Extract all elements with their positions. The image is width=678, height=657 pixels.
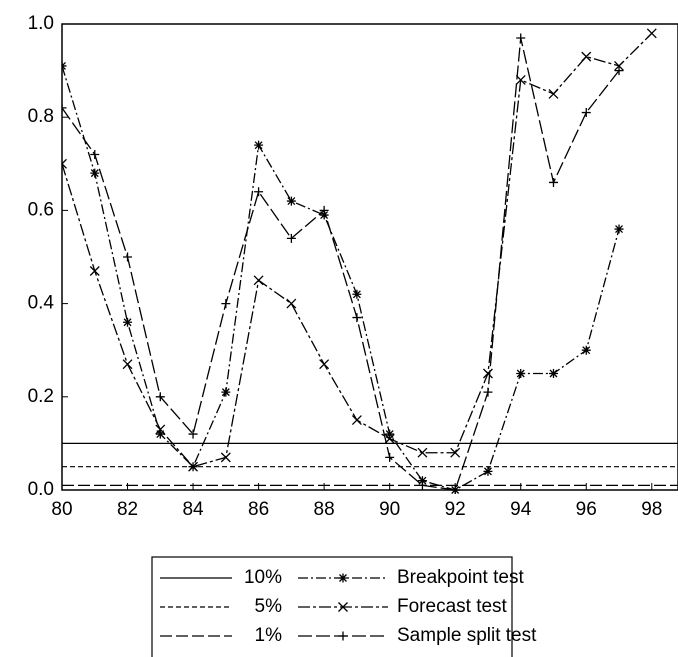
point-marker bbox=[351, 415, 362, 426]
point-marker bbox=[548, 88, 559, 99]
point-marker bbox=[516, 369, 526, 378]
point-marker bbox=[417, 476, 427, 486]
point-marker bbox=[614, 66, 624, 76]
point-marker bbox=[352, 289, 362, 299]
point-marker bbox=[319, 359, 330, 370]
point-marker bbox=[89, 266, 100, 276]
point-marker bbox=[155, 392, 165, 402]
x-tick-label: 92 bbox=[445, 499, 466, 520]
point-marker bbox=[417, 447, 428, 458]
legend-marker bbox=[338, 573, 348, 583]
point-marker bbox=[646, 28, 657, 39]
point-marker bbox=[220, 452, 231, 463]
legend-box bbox=[151, 556, 513, 657]
x-tick-label: 82 bbox=[117, 499, 138, 520]
point-marker bbox=[90, 168, 100, 178]
x-tick-label: 98 bbox=[641, 499, 662, 520]
point-marker bbox=[62, 103, 67, 113]
legend-label: 1% bbox=[255, 625, 283, 646]
point-marker bbox=[286, 298, 297, 309]
point-marker bbox=[221, 299, 231, 309]
legend-label: Breakpoint test bbox=[397, 567, 524, 588]
x-tick-label: 88 bbox=[314, 499, 335, 520]
x-tick-label: 90 bbox=[379, 499, 400, 520]
point-marker bbox=[581, 51, 592, 62]
y-tick-label: 0.2 bbox=[28, 386, 54, 407]
point-marker bbox=[254, 140, 264, 150]
x-tick-label: 94 bbox=[510, 499, 532, 520]
x-tick-label: 86 bbox=[248, 499, 269, 520]
point-marker bbox=[286, 196, 296, 206]
point-marker bbox=[516, 33, 526, 43]
point-marker bbox=[483, 387, 493, 397]
x-tick-label: 80 bbox=[51, 499, 72, 520]
point-marker bbox=[122, 359, 133, 370]
point-marker bbox=[482, 368, 493, 379]
point-marker bbox=[614, 224, 624, 234]
plot-frame bbox=[61, 23, 678, 491]
point-marker bbox=[90, 149, 100, 159]
legend-label: Forecast test bbox=[397, 596, 508, 617]
point-marker bbox=[62, 61, 67, 71]
point-marker bbox=[123, 252, 133, 262]
point-marker bbox=[155, 429, 165, 439]
legend-marker bbox=[338, 631, 348, 641]
point-marker bbox=[614, 60, 624, 71]
x-tick-label: 96 bbox=[576, 499, 597, 520]
point-marker bbox=[62, 158, 67, 169]
legend-label: 5% bbox=[255, 596, 283, 617]
legend-label: 10% bbox=[244, 567, 282, 588]
point-marker bbox=[548, 369, 558, 378]
point-marker bbox=[450, 447, 461, 458]
y-tick-label: 0.8 bbox=[28, 106, 54, 127]
point-marker bbox=[352, 313, 362, 323]
legend-marker bbox=[338, 602, 348, 612]
point-marker bbox=[385, 452, 395, 462]
series-line bbox=[62, 37, 620, 491]
y-tick-label: 0.4 bbox=[28, 293, 55, 314]
point-marker bbox=[581, 345, 591, 355]
point-marker bbox=[548, 177, 558, 187]
legend-label: Sample split test bbox=[397, 625, 537, 646]
y-tick-label: 0.6 bbox=[28, 199, 54, 220]
point-marker bbox=[221, 387, 231, 397]
y-tick-label: 0.0 bbox=[28, 479, 54, 500]
point-marker bbox=[581, 108, 591, 118]
plot-area bbox=[62, 28, 657, 494]
point-marker bbox=[254, 187, 264, 197]
point-marker bbox=[286, 233, 296, 243]
point-marker bbox=[385, 429, 395, 439]
point-marker bbox=[319, 210, 329, 220]
point-marker bbox=[319, 205, 329, 215]
point-marker bbox=[155, 424, 166, 435]
point-marker bbox=[253, 275, 264, 286]
y-tick-label: 1.0 bbox=[28, 13, 54, 34]
point-marker bbox=[188, 429, 198, 439]
series-line bbox=[62, 65, 620, 491]
x-tick-label: 84 bbox=[182, 499, 204, 520]
point-marker bbox=[483, 466, 493, 476]
point-marker bbox=[123, 317, 133, 327]
